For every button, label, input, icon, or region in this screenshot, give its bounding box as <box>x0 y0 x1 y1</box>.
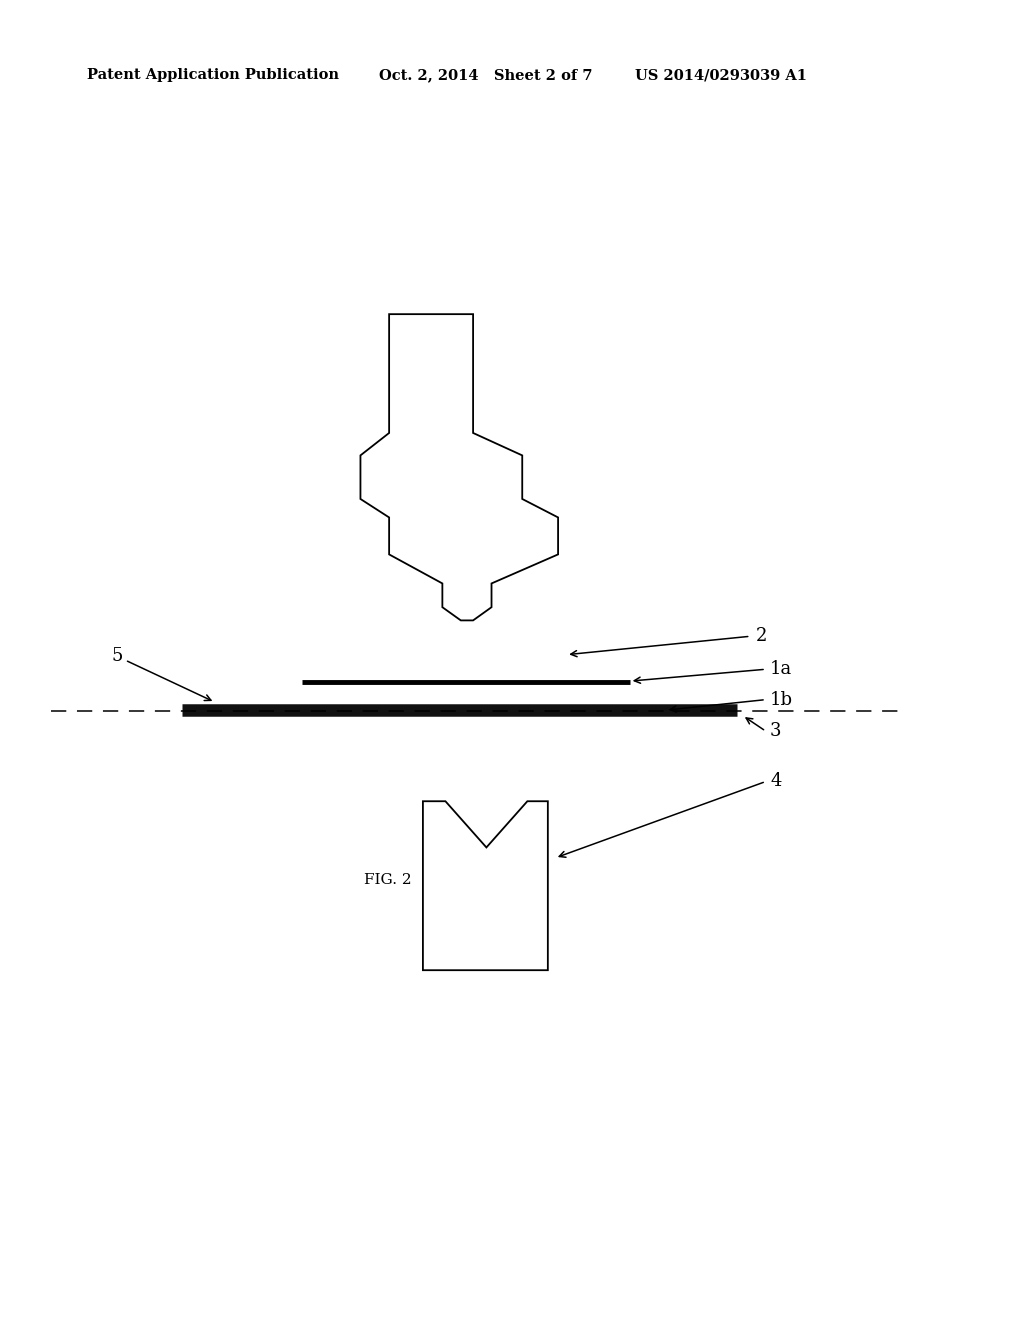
Text: 4: 4 <box>770 772 781 791</box>
Text: Patent Application Publication: Patent Application Publication <box>87 69 339 82</box>
Text: FIG. 2: FIG. 2 <box>364 874 412 887</box>
Text: Oct. 2, 2014   Sheet 2 of 7: Oct. 2, 2014 Sheet 2 of 7 <box>379 69 592 82</box>
Text: 2: 2 <box>756 627 767 645</box>
Text: 1b: 1b <box>770 690 793 709</box>
Text: 1a: 1a <box>770 660 793 678</box>
Text: US 2014/0293039 A1: US 2014/0293039 A1 <box>635 69 807 82</box>
Text: 3: 3 <box>770 722 781 741</box>
Text: 5: 5 <box>112 647 123 665</box>
